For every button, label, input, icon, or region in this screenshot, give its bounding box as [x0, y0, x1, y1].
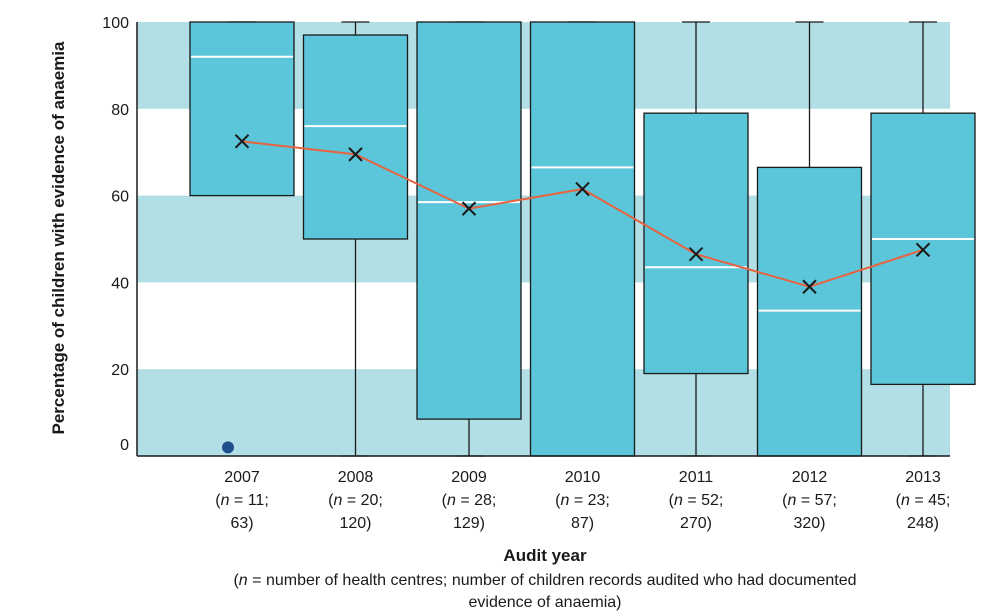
mean-series: [234, 134, 931, 294]
x-note-n-symbol: n: [239, 572, 248, 589]
x-label-year-2010: 2010: [565, 469, 601, 486]
box-body-2012: [756, 166, 863, 457]
y-tick-label-60: 60: [111, 189, 129, 206]
mean-marker-2008: [348, 147, 363, 162]
x-label-records-2007: 63): [230, 515, 253, 532]
x-label-records-2010: 87): [571, 515, 594, 532]
y-tick-label-100: 100: [102, 15, 129, 32]
x-label-year-2012: 2012: [792, 469, 828, 486]
x-label-year-2011: 2011: [679, 469, 714, 486]
x-note-text: = number of health centres; number of ch…: [248, 572, 857, 589]
mean-marker-2013: [915, 242, 931, 258]
box-2011: [643, 21, 749, 457]
box-2009: [416, 21, 522, 457]
x-axis-labels: 2007 (n = 11; 63) 2008 (n = 20; 120) 2009 (n = …: [215, 469, 950, 532]
box-body-2007: [189, 21, 295, 197]
mean-marker-2010: [575, 181, 590, 197]
x-label-n-2011: (n = 52;: [669, 492, 724, 509]
box-body-2010: [529, 21, 636, 457]
x-label-records-2008: 120): [339, 515, 371, 532]
box-body-2008: [302, 34, 409, 240]
x-label-year-2009: 2009: [451, 469, 487, 486]
box-2007: [189, 21, 295, 454]
x-label-n-2007: (n = 11;: [215, 492, 269, 509]
x-label-records-2013: 248): [907, 515, 939, 532]
x-axis-note-line-2: evidence of anaemia): [469, 594, 622, 611]
y-tick-label-20: 20: [111, 362, 129, 379]
mean-marker-2011: [688, 246, 704, 262]
mean-marker-2009: [461, 201, 477, 216]
y-tick-label-0: 0: [120, 437, 129, 454]
x-label-year-2013: 2013: [905, 469, 941, 486]
x-label-records-2012: 320): [793, 515, 825, 532]
x-label-year-2007: 2007: [224, 469, 260, 486]
mean-marker-stroke-b-2007: [234, 134, 250, 149]
outlier-2007-0: [222, 441, 234, 454]
y-tick-label-80: 80: [111, 102, 129, 119]
x-label-n-2010: (n = 23;: [555, 492, 610, 509]
box-2008: [302, 21, 409, 457]
x-axis-note-line-1: (n = number of health centres; number of…: [233, 572, 856, 589]
x-label-n-2009: (n = 28;: [442, 492, 497, 509]
x-note-open-paren: (: [233, 572, 239, 589]
x-label-n-2012: (n = 57;: [782, 492, 837, 509]
mean-marker-stroke-b-2010: [575, 181, 590, 197]
mean-marker-stroke-b-2009: [461, 201, 477, 216]
x-label-records-2011: 270): [680, 515, 712, 532]
box-2010: [529, 21, 636, 457]
mean-marker-stroke-b-2012: [802, 279, 817, 294]
box-series: [189, 21, 976, 457]
x-label-year-2008: 2008: [338, 469, 374, 486]
x-label-records-2009: 129): [453, 515, 485, 532]
mean-marker-2007: [234, 134, 250, 149]
x-axis-title: Audit year: [503, 546, 587, 565]
mean-marker-stroke-b-2011: [688, 246, 704, 262]
box-body-2009: [416, 21, 522, 420]
mean-marker-stroke-b-2008: [348, 147, 363, 162]
box-2012: [756, 21, 863, 457]
y-axis-title: Percentage of children with evidence of …: [49, 41, 68, 435]
mean-marker-2012: [802, 279, 817, 294]
box-body-2011: [643, 112, 749, 375]
mean-marker-stroke-b-2013: [915, 242, 931, 258]
y-tick-label-40: 40: [111, 275, 129, 292]
y-axis-ticks: 0 20 40 60 80 100: [102, 15, 129, 454]
x-label-n-2008: (n = 20;: [328, 492, 383, 509]
x-label-n-2013: (n = 45;: [896, 492, 951, 509]
